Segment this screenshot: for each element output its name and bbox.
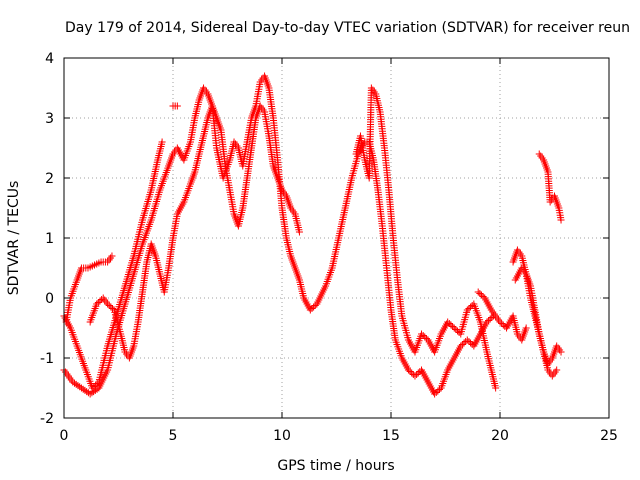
data-point bbox=[104, 300, 112, 308]
data-point bbox=[432, 389, 440, 396]
axis-ticks: 0 5 10 15 20 25 -2 -1 0 1 2 3 4 bbox=[40, 51, 618, 444]
data-point bbox=[445, 320, 453, 327]
series-track-9 bbox=[511, 264, 561, 380]
data-point bbox=[436, 386, 444, 393]
y-tick-label: 1 bbox=[45, 231, 54, 247]
data-point bbox=[96, 297, 104, 305]
data-point bbox=[414, 369, 422, 377]
data-points bbox=[60, 72, 565, 398]
data-point bbox=[477, 291, 485, 299]
data-point bbox=[452, 326, 460, 333]
data-point bbox=[485, 317, 493, 324]
data-point bbox=[467, 339, 475, 347]
x-tick-label: 25 bbox=[600, 428, 618, 444]
data-point bbox=[465, 338, 473, 345]
y-tick-label: 2 bbox=[45, 171, 54, 187]
data-point bbox=[486, 315, 494, 323]
data-point bbox=[173, 102, 181, 110]
data-point bbox=[463, 336, 471, 344]
data-point bbox=[492, 384, 500, 392]
x-tick-label: 20 bbox=[491, 428, 509, 444]
data-point bbox=[108, 252, 116, 260]
data-point bbox=[557, 216, 565, 224]
x-tick-label: 10 bbox=[273, 428, 291, 444]
data-point bbox=[404, 366, 412, 374]
data-point bbox=[310, 303, 318, 311]
data-point bbox=[408, 369, 416, 377]
data-point bbox=[308, 305, 316, 312]
data-point bbox=[158, 138, 166, 146]
data-point bbox=[449, 323, 457, 330]
y-axis-label: SDTVAR / TECUs bbox=[6, 181, 22, 296]
data-point bbox=[557, 348, 565, 356]
y-tick-label: 3 bbox=[45, 111, 54, 127]
series-track-7 bbox=[474, 288, 530, 344]
data-point bbox=[107, 303, 115, 311]
chart-title: Day 179 of 2014, Sidereal Day-to-day VTE… bbox=[65, 20, 630, 36]
data-point bbox=[418, 330, 426, 338]
data-point bbox=[460, 339, 468, 347]
series-track-5 bbox=[169, 102, 181, 110]
series-track-4 bbox=[86, 102, 303, 362]
data-point bbox=[483, 318, 491, 326]
data-point bbox=[450, 324, 458, 332]
data-point bbox=[453, 327, 461, 335]
y-tick-label: -2 bbox=[40, 411, 54, 427]
series-track-8 bbox=[509, 246, 565, 368]
data-point bbox=[467, 303, 475, 311]
x-tick-label: 0 bbox=[60, 428, 69, 444]
series-track-6 bbox=[352, 84, 500, 392]
y-tick-label: -1 bbox=[40, 351, 54, 367]
x-tick-label: 5 bbox=[169, 428, 178, 444]
data-point bbox=[306, 306, 314, 314]
data-point bbox=[406, 368, 414, 375]
series-track-10 bbox=[535, 150, 565, 224]
x-axis-label: GPS time / hours bbox=[277, 458, 394, 474]
data-point bbox=[496, 318, 504, 326]
data-point bbox=[295, 228, 303, 236]
data-point bbox=[498, 320, 506, 327]
data-point bbox=[105, 302, 113, 309]
data-point bbox=[434, 387, 442, 395]
y-tick-label: 4 bbox=[45, 51, 54, 67]
data-point bbox=[447, 321, 455, 329]
data-point bbox=[444, 318, 452, 326]
data-point bbox=[94, 299, 102, 306]
data-point bbox=[457, 342, 465, 350]
data-point bbox=[463, 306, 471, 314]
data-point bbox=[465, 305, 473, 312]
data-point bbox=[458, 341, 466, 348]
data-point bbox=[431, 390, 439, 398]
data-point bbox=[499, 321, 507, 329]
data-point bbox=[522, 324, 530, 332]
y-tick-label: 0 bbox=[45, 291, 54, 307]
data-point bbox=[553, 366, 561, 374]
data-point bbox=[474, 288, 482, 296]
series-track-3 bbox=[62, 252, 116, 326]
data-point bbox=[476, 290, 484, 297]
x-tick-label: 15 bbox=[382, 428, 400, 444]
data-point bbox=[109, 305, 117, 312]
data-point bbox=[421, 333, 429, 341]
data-point bbox=[413, 371, 421, 378]
data-point bbox=[419, 332, 427, 339]
data-point bbox=[411, 372, 419, 380]
data-point bbox=[93, 300, 101, 308]
